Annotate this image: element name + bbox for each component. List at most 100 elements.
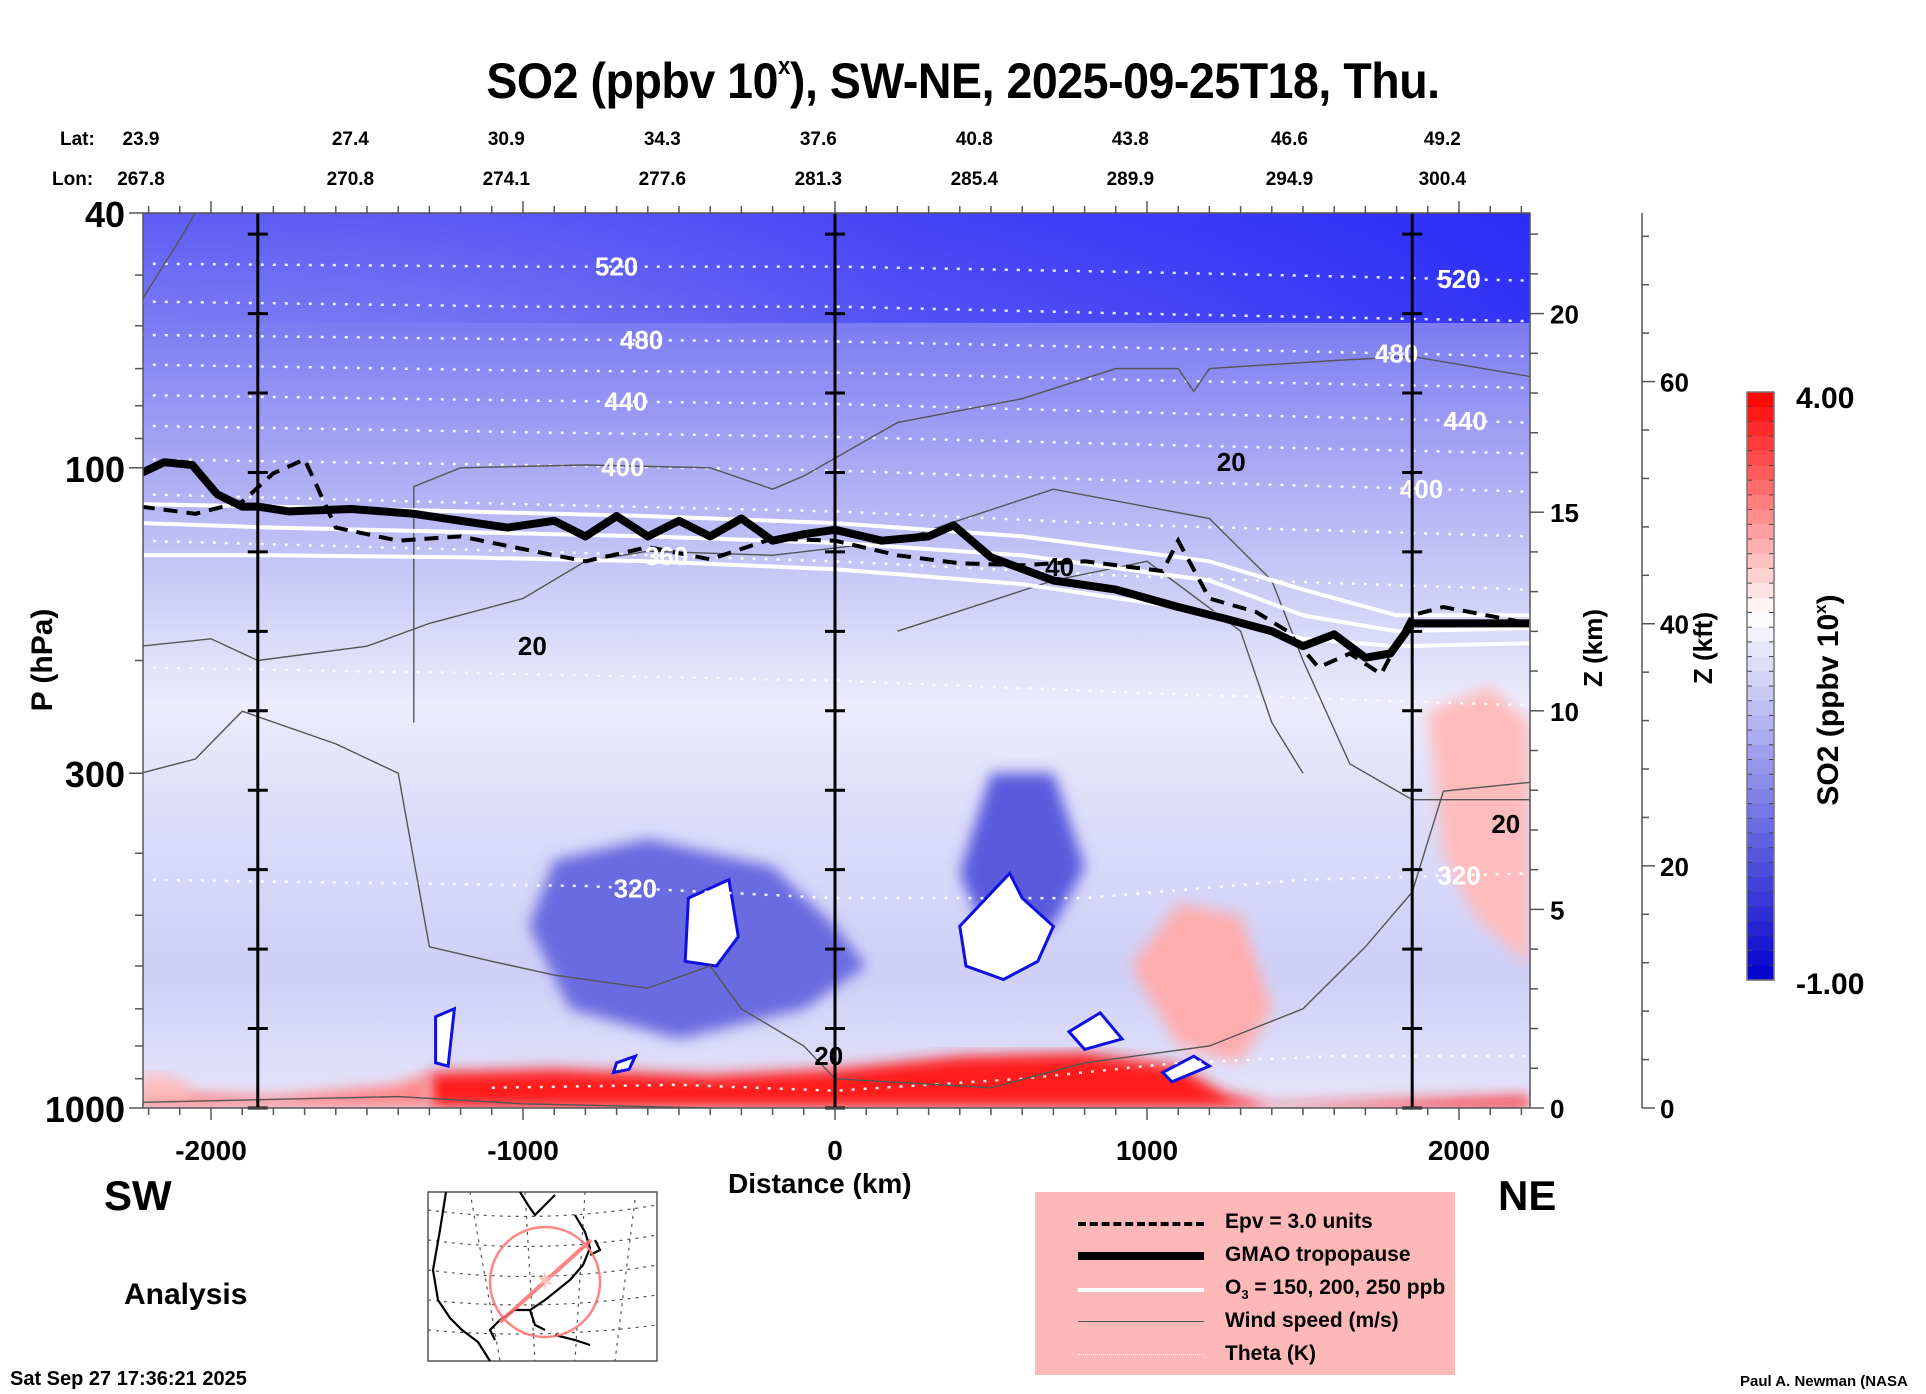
so2-region-red [1131, 903, 1272, 1063]
transect-line [498, 1238, 593, 1324]
lat-value: 27.4 [332, 129, 369, 150]
wind-contour [143, 1095, 711, 1108]
pressure-axis: 40 100 300 1000 P (hPa) [26, 194, 143, 1130]
colorbar-band [1747, 627, 1774, 643]
chart-title: SO2 (ppbv 10x), SW-NE, 2025-09-25T18, Th… [67, 52, 1858, 110]
theta-label: 400 [601, 452, 644, 482]
colorbar-band [1747, 935, 1774, 952]
y-tick-label: 100 [65, 449, 125, 490]
kft-tick-label: 0 [1660, 1094, 1674, 1124]
theta-label: 320 [1437, 860, 1480, 890]
theta-contour-520 [143, 262, 1530, 282]
ne-direction-label: NE [1498, 1172, 1557, 1219]
colorbar-band [1747, 641, 1774, 658]
legend-label: Epv = 3.0 units [1225, 1210, 1373, 1233]
colorbar-band [1747, 450, 1774, 467]
theta-contour-300 [491, 1054, 1530, 1093]
colorbar-max-label: 4.00 [1796, 382, 1854, 415]
legend-label: Wind speed (m/s) [1225, 1309, 1399, 1332]
colorbar-band [1747, 965, 1774, 981]
wind-labels: 20 20 20 20 40 [518, 447, 1520, 1071]
colorbar-band [1747, 392, 1774, 408]
kft-axis-label: Z (kft) [1688, 612, 1718, 684]
theta-contour-460 [143, 363, 1530, 390]
colorbar-band [1747, 774, 1774, 790]
range-circle [488, 1225, 602, 1339]
epv-dashed-line [143, 456, 1530, 677]
colorbar-band [1747, 921, 1774, 937]
colorbar-band [1747, 891, 1774, 908]
colorbar-band [1747, 406, 1774, 422]
author-credit: Paul A. Newman (NASA [1740, 1373, 1908, 1390]
colorbar-band [1747, 597, 1774, 614]
so2-region-white [434, 1006, 457, 1068]
lat-value: 49.2 [1424, 129, 1461, 150]
colorbar-band [1747, 906, 1774, 922]
colorbar-band [1747, 568, 1774, 584]
title-superscript: x [777, 53, 790, 80]
colorbar-band [1747, 524, 1774, 540]
theta-label: 520 [595, 252, 638, 282]
colorbar-band [1747, 421, 1774, 437]
so2-region-red [143, 1072, 430, 1108]
analysis-label: Analysis [124, 1278, 248, 1311]
colorbar-band [1747, 686, 1774, 702]
km-tick-label: 15 [1550, 498, 1579, 528]
so2-region-red [1427, 687, 1530, 966]
generation-timestamp: Sat Sep 27 17:36:21 2025 [10, 1368, 247, 1390]
theta-contour-500 [143, 300, 1530, 323]
wind-contour [897, 560, 1304, 774]
colorbar-band [1747, 612, 1774, 628]
x-axis: -2000 -1000 0 1000 2000 [147, 201, 1523, 1166]
legend-sample-dotted [1078, 1354, 1204, 1355]
legend-label: GMAO tropopause [1225, 1243, 1411, 1266]
legend-item-wind: Wind speed (m/s) [1035, 1305, 1455, 1338]
theta-contour-400 [143, 458, 1530, 493]
z-km-axis: 0 5 10 15 20 Z (km) [1530, 233, 1608, 1124]
wind-label: 20 [814, 1041, 843, 1071]
colorbar-band [1747, 744, 1774, 761]
so2-region-white [611, 1053, 639, 1075]
map-graticule [427, 1191, 658, 1362]
theta-contour-440 [143, 393, 1530, 424]
transect-center-star: ✶ [534, 1266, 556, 1296]
so2-region-white [683, 877, 740, 968]
theta-contour-480 [143, 333, 1530, 358]
theta-contour-360 [143, 539, 1530, 591]
lat-row-label: Lat: [60, 129, 95, 150]
legend-item-ozone: O3 = 150, 200, 250 ppb [1035, 1272, 1455, 1305]
lat-value: 30.9 [488, 129, 525, 150]
colorbar-band [1747, 465, 1774, 481]
legend: Epv = 3.0 units GMAO tropopause O3 = 150… [1035, 1192, 1455, 1375]
wind-contour [143, 488, 1530, 801]
legend-label: Theta (K) [1225, 1342, 1316, 1365]
lat-value: 46.6 [1271, 129, 1308, 150]
km-tick-label: 0 [1550, 1094, 1564, 1124]
km-tick-label: 20 [1550, 300, 1579, 330]
wind-speed-contours [143, 213, 1530, 1108]
colorbar-band [1747, 803, 1774, 819]
so2-region-white [1160, 1054, 1213, 1084]
lon-row-label: Lon: [52, 169, 93, 190]
theta-label: 360 [645, 541, 688, 571]
colorbar-band [1747, 583, 1774, 599]
transect-overlay [488, 1225, 602, 1339]
colorbar-band [1747, 818, 1774, 834]
theta-label: 520 [1437, 264, 1480, 294]
colorbar-band [1747, 553, 1774, 569]
y-tick-label: 40 [85, 194, 125, 235]
y-tick-label: 1000 [45, 1089, 125, 1130]
kft-tick-label: 20 [1660, 852, 1689, 882]
colorbar-band [1747, 950, 1774, 966]
legend-label: O3 = 150, 200, 250 ppb [1225, 1276, 1446, 1303]
tropopause-polyline [143, 458, 1530, 662]
x-axis-label: Distance (km) [728, 1168, 912, 1199]
lon-value: 277.6 [639, 169, 687, 190]
colorbar-band [1747, 509, 1774, 525]
lon-value: 289.9 [1107, 169, 1155, 190]
colorbar-band [1747, 436, 1774, 452]
km-axis-label: Z (km) [1578, 609, 1608, 687]
lon-value: 274.1 [483, 169, 531, 190]
y-axis-label: P (hPa) [26, 609, 59, 712]
sw-direction-label: SW [104, 1172, 172, 1219]
